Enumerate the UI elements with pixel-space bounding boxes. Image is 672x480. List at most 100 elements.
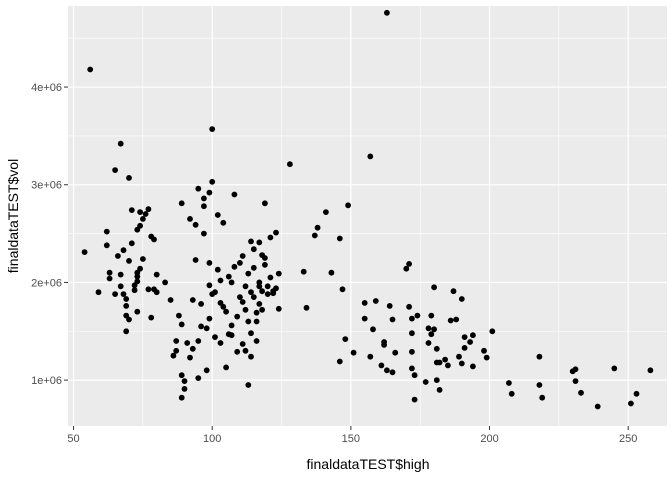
data-point xyxy=(633,390,640,397)
data-point xyxy=(409,365,415,372)
data-point xyxy=(572,378,579,384)
data-point xyxy=(336,235,343,242)
data-point xyxy=(106,275,113,282)
data-points xyxy=(81,9,654,410)
data-point xyxy=(422,379,429,385)
data-point xyxy=(140,256,146,262)
data-point xyxy=(350,349,357,356)
y-tick-label: 4e+06 xyxy=(31,82,62,94)
data-point xyxy=(217,340,224,346)
data-point xyxy=(264,291,271,297)
data-point xyxy=(267,234,274,241)
data-point xyxy=(214,212,221,218)
data-point xyxy=(123,296,130,302)
data-point xyxy=(178,394,185,401)
data-point xyxy=(87,66,94,73)
data-point xyxy=(192,221,199,228)
data-point xyxy=(536,382,543,388)
data-point xyxy=(245,270,252,277)
data-point xyxy=(361,315,368,322)
data-point xyxy=(489,328,496,335)
data-point xyxy=(275,270,282,277)
data-point xyxy=(470,332,476,339)
data-point xyxy=(120,247,127,254)
data-point xyxy=(461,334,468,340)
data-point xyxy=(137,222,144,229)
data-point xyxy=(176,312,182,319)
data-point xyxy=(228,322,235,329)
data-point xyxy=(367,153,374,160)
data-point xyxy=(384,9,390,16)
data-point xyxy=(237,260,243,266)
data-point xyxy=(336,358,343,365)
data-point xyxy=(256,283,263,290)
data-point xyxy=(128,207,135,214)
data-point xyxy=(234,348,241,355)
data-point xyxy=(442,356,448,363)
data-point xyxy=(259,288,265,295)
data-point xyxy=(242,347,249,354)
data-point xyxy=(436,359,443,366)
data-point xyxy=(406,261,412,267)
data-point xyxy=(81,249,88,256)
data-point xyxy=(162,279,169,286)
data-point xyxy=(195,185,202,192)
data-point xyxy=(425,325,432,332)
data-point xyxy=(145,286,152,293)
data-point xyxy=(178,200,185,207)
data-point xyxy=(250,246,257,253)
data-point xyxy=(223,308,230,315)
data-point xyxy=(361,300,368,306)
data-point xyxy=(458,360,465,367)
data-point xyxy=(406,303,412,310)
data-point xyxy=(206,189,213,196)
data-point xyxy=(262,255,268,261)
data-point xyxy=(201,230,207,237)
data-point xyxy=(458,296,465,302)
data-point xyxy=(403,265,410,272)
x-tick-label: 50 xyxy=(67,433,79,445)
data-point xyxy=(450,288,457,295)
data-point xyxy=(253,318,260,325)
data-point xyxy=(262,200,268,207)
data-point xyxy=(220,303,227,310)
data-point xyxy=(195,375,202,381)
data-point xyxy=(328,269,335,276)
data-point xyxy=(201,203,207,210)
data-point xyxy=(259,306,265,313)
data-point xyxy=(206,260,213,266)
data-point xyxy=(428,312,435,319)
data-point xyxy=(578,389,584,396)
data-point xyxy=(239,299,246,305)
data-point xyxy=(287,161,293,168)
data-point xyxy=(275,305,282,312)
data-point xyxy=(242,283,249,290)
y-tick-label: 2e+06 xyxy=(31,277,62,289)
minor-gridlines xyxy=(68,6,667,426)
data-point xyxy=(134,308,141,315)
data-point xyxy=(173,347,180,354)
data-point xyxy=(248,353,254,360)
data-point xyxy=(270,290,277,297)
data-point xyxy=(103,242,110,249)
data-point xyxy=(245,382,252,388)
data-point xyxy=(539,394,546,401)
data-point xyxy=(214,266,221,273)
data-point xyxy=(223,364,230,371)
data-point xyxy=(267,274,274,281)
data-point xyxy=(628,400,634,407)
data-point xyxy=(106,269,113,276)
data-point xyxy=(167,297,174,303)
data-point xyxy=(273,285,279,292)
major-gridlines xyxy=(68,6,667,426)
data-point xyxy=(248,289,254,296)
data-point xyxy=(303,304,310,311)
data-point xyxy=(467,339,473,345)
data-point xyxy=(237,294,243,300)
data-point xyxy=(264,283,271,290)
data-point xyxy=(262,261,268,268)
data-point xyxy=(217,277,224,284)
data-point xyxy=(225,273,232,280)
data-point xyxy=(140,216,146,222)
data-point xyxy=(647,367,654,374)
